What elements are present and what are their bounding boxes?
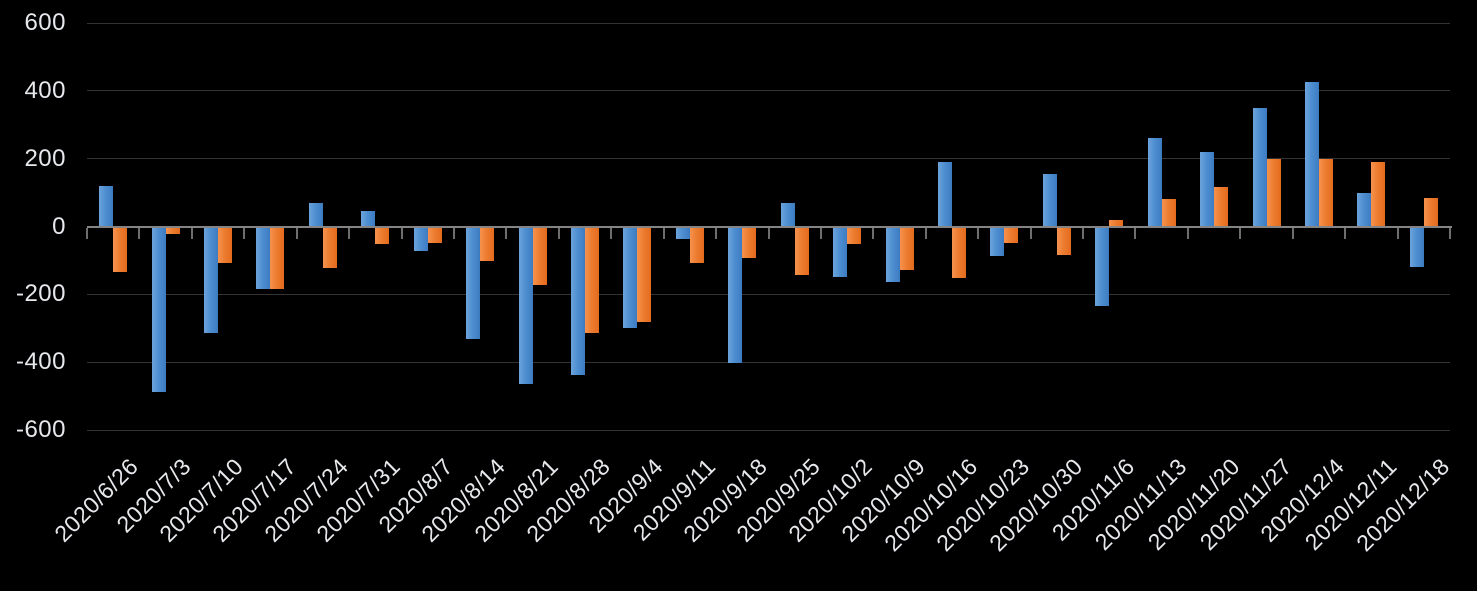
x-axis-tick bbox=[662, 227, 665, 239]
bar-blue bbox=[833, 227, 848, 277]
bar-orange bbox=[847, 227, 862, 245]
y-axis-tick-label: 400 bbox=[24, 76, 66, 104]
x-axis-tick bbox=[505, 227, 508, 239]
x-axis-line bbox=[87, 225, 1452, 228]
bar-orange bbox=[637, 227, 652, 323]
bar-orange bbox=[899, 227, 914, 270]
bar-blue bbox=[780, 202, 795, 227]
bar-orange bbox=[1161, 199, 1176, 227]
x-axis-tick bbox=[924, 227, 927, 239]
x-axis-tick bbox=[295, 227, 298, 239]
bar-orange bbox=[1371, 162, 1386, 227]
bar-orange bbox=[1318, 158, 1333, 227]
bar-orange bbox=[270, 227, 285, 289]
y-gridline bbox=[87, 158, 1450, 160]
y-axis-tick-label: -400 bbox=[15, 348, 66, 376]
x-axis-tick bbox=[1291, 227, 1294, 239]
x-axis-tick bbox=[977, 227, 980, 239]
bar-blue bbox=[308, 202, 323, 227]
x-axis-tick bbox=[1449, 227, 1451, 239]
bar-blue bbox=[361, 211, 376, 227]
x-axis-tick bbox=[138, 227, 141, 239]
bar-orange bbox=[427, 227, 442, 243]
x-axis-tick bbox=[557, 227, 560, 239]
bar-blue bbox=[675, 227, 690, 240]
y-axis-tick-label: 600 bbox=[24, 9, 66, 36]
bar-blue bbox=[990, 227, 1005, 257]
y-axis-tick-label: 0 bbox=[52, 212, 66, 240]
y-gridline bbox=[87, 22, 1450, 24]
x-axis-tick bbox=[1186, 227, 1189, 239]
y-gridline bbox=[87, 361, 1450, 363]
bar-blue bbox=[1200, 151, 1215, 227]
bar-blue bbox=[1095, 227, 1110, 306]
bar-blue bbox=[1147, 138, 1162, 227]
bar-blue bbox=[204, 227, 219, 333]
bar-blue bbox=[1042, 173, 1057, 227]
y-gridline bbox=[87, 293, 1450, 295]
bar-orange bbox=[375, 227, 390, 245]
x-axis-tick bbox=[400, 227, 403, 239]
x-axis-tick bbox=[1029, 227, 1032, 239]
bar-blue bbox=[99, 185, 114, 227]
bar-blue bbox=[1304, 82, 1319, 227]
bar-blue bbox=[413, 227, 428, 252]
bar-orange bbox=[165, 227, 180, 235]
x-axis-tick bbox=[1344, 227, 1347, 239]
bar-orange bbox=[1214, 187, 1229, 227]
bar-blue bbox=[466, 227, 481, 340]
x-axis-tick bbox=[86, 227, 88, 239]
bar-orange bbox=[742, 227, 757, 259]
x-axis-tick bbox=[1396, 227, 1399, 239]
y-axis-tick-label: -200 bbox=[15, 280, 66, 308]
bar-orange bbox=[689, 227, 704, 264]
bar-orange bbox=[585, 227, 600, 333]
bar-orange bbox=[1266, 158, 1281, 227]
x-axis-tick bbox=[348, 227, 351, 239]
bar-orange bbox=[322, 227, 337, 269]
x-axis-tick bbox=[190, 227, 193, 239]
bar-blue bbox=[728, 227, 743, 364]
x-axis-tick bbox=[872, 227, 875, 239]
x-axis-tick bbox=[715, 227, 718, 239]
bar-orange bbox=[113, 227, 128, 272]
bar-orange bbox=[532, 227, 547, 286]
x-axis-tick bbox=[1239, 227, 1242, 239]
bar-blue bbox=[571, 227, 586, 376]
x-axis-tick bbox=[1082, 227, 1085, 239]
bar-orange bbox=[1109, 219, 1124, 227]
bar-orange bbox=[1004, 227, 1019, 243]
bar-orange bbox=[480, 227, 495, 262]
x-axis-tick bbox=[819, 227, 822, 239]
bar-blue bbox=[623, 227, 638, 328]
bar-orange bbox=[794, 227, 809, 275]
bar-blue bbox=[518, 227, 533, 384]
bar-blue bbox=[937, 162, 952, 227]
x-axis-tick bbox=[610, 227, 613, 239]
x-axis-tick bbox=[243, 227, 246, 239]
bar-orange bbox=[218, 227, 233, 264]
y-axis-tick-label: 200 bbox=[24, 144, 66, 172]
x-axis-tick bbox=[1134, 227, 1137, 239]
bar-blue bbox=[885, 227, 900, 282]
bar-orange bbox=[951, 227, 966, 279]
y-axis-tick-label: -600 bbox=[15, 416, 66, 443]
bar-blue bbox=[1252, 107, 1267, 227]
y-gridline bbox=[87, 90, 1450, 92]
x-axis-tick bbox=[767, 227, 770, 239]
bar-orange bbox=[1056, 227, 1071, 255]
bar-blue bbox=[151, 227, 166, 392]
bar-blue bbox=[1357, 192, 1372, 227]
y-gridline bbox=[87, 429, 1450, 431]
bar-blue bbox=[1409, 227, 1424, 267]
bar-orange bbox=[1423, 197, 1438, 227]
x-axis-tick bbox=[452, 227, 455, 239]
bar-blue bbox=[256, 227, 271, 289]
